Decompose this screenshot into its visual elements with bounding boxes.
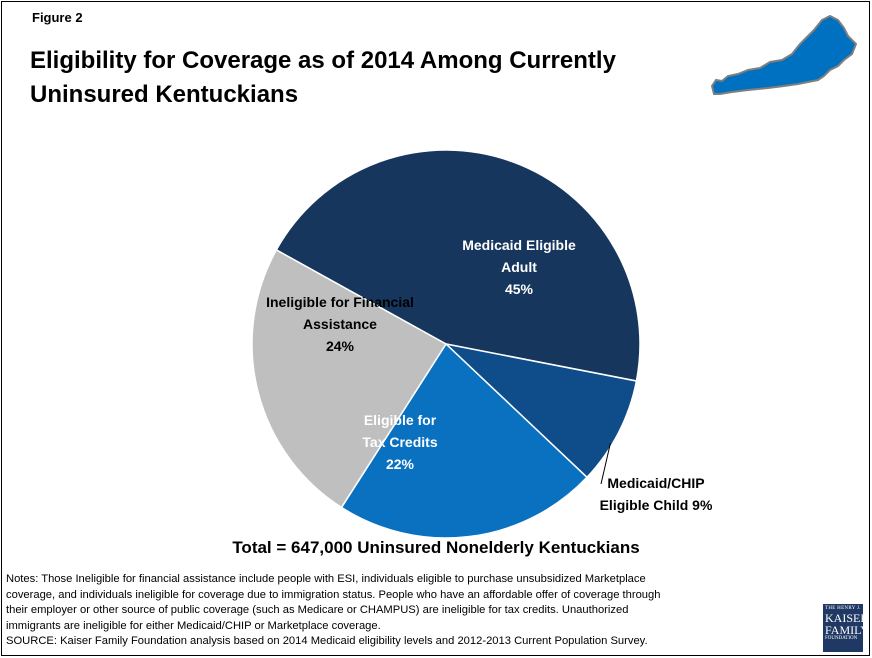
pie-slices — [251, 149, 641, 539]
notes-line: coverage, and individuals ineligible for… — [6, 588, 661, 601]
pie-label-line: Ineligible for Financial — [266, 294, 414, 310]
notes-line: immigrants are ineligible for either Med… — [6, 619, 381, 632]
pie-slice-ineligible-financial-assistance — [251, 248, 448, 509]
pie-chart: Medicaid Eligible Adult 45% Medicaid/CHIP El… — [251, 149, 713, 539]
pie-label-line: Adult — [501, 259, 537, 275]
pie-label-line: Tax Credits — [362, 434, 437, 450]
logo-line-2: KAISER — [825, 611, 863, 625]
pie-label-line: Medicaid Eligible — [462, 237, 576, 253]
chart-title-line-1: Eligibility for Coverage as of 2014 Amon… — [30, 47, 616, 74]
pie-leader-line — [600, 443, 611, 485]
pie-label-line: 24% — [326, 338, 355, 354]
chart-title: Eligibility for Coverage as of 2014 Amon… — [30, 44, 710, 112]
notes: Notes: Those Ineligible for financial as… — [6, 572, 806, 650]
logo-line-1: THE HENRY J. — [825, 606, 861, 611]
notes-line: their employer or other source of public… — [6, 604, 629, 617]
logo-line-3: FAMILY — [825, 623, 863, 637]
notes-line: Notes: Those Ineligible for financial as… — [6, 573, 646, 585]
pie-label-medicaid-chip-child: Medicaid/CHIP Eligible Child 9% — [600, 475, 713, 513]
logo-line-4: FOUNDATION — [825, 636, 858, 641]
pie-slice-medicaid-eligible-adult — [275, 149, 641, 382]
source-line: SOURCE: Kaiser Family Foundation analysi… — [6, 635, 648, 648]
chart-title-line-2: Uninsured Kentuckians — [30, 81, 299, 108]
pie-label-line: Assistance — [303, 316, 377, 332]
pie-label-line: Eligible Child 9% — [600, 497, 713, 513]
pie-label-ineligible-financial-assistance: Ineligible for Financial Assistance 24% — [266, 294, 414, 354]
pie-label-line: Medicaid/CHIP — [607, 475, 704, 491]
total-label: Total = 647,000 Uninsured Nonelderly Ken… — [232, 538, 640, 557]
pie-label-line: Eligible for — [364, 412, 437, 428]
kff-logo: THE HENRY J. KAISER FAMILY FOUNDATION — [823, 604, 863, 652]
pie-label-line: 22% — [386, 456, 415, 472]
pie-slice-tax-credits — [340, 342, 589, 539]
pie-label-line: 45% — [505, 281, 534, 297]
pie-label-medicaid-eligible-adult: Medicaid Eligible Adult 45% — [462, 237, 576, 297]
pie-labels: Medicaid Eligible Adult 45% Medicaid/CHIP El… — [266, 237, 713, 513]
pie-label-tax-credits: Eligible for Tax Credits 22% — [362, 412, 437, 472]
figure-label: Figure 2 — [32, 10, 83, 25]
kentucky-map-shape — [710, 14, 858, 95]
kentucky-map-icon — [710, 14, 858, 95]
pie-slice-medicaid-chip-child — [443, 342, 638, 479]
